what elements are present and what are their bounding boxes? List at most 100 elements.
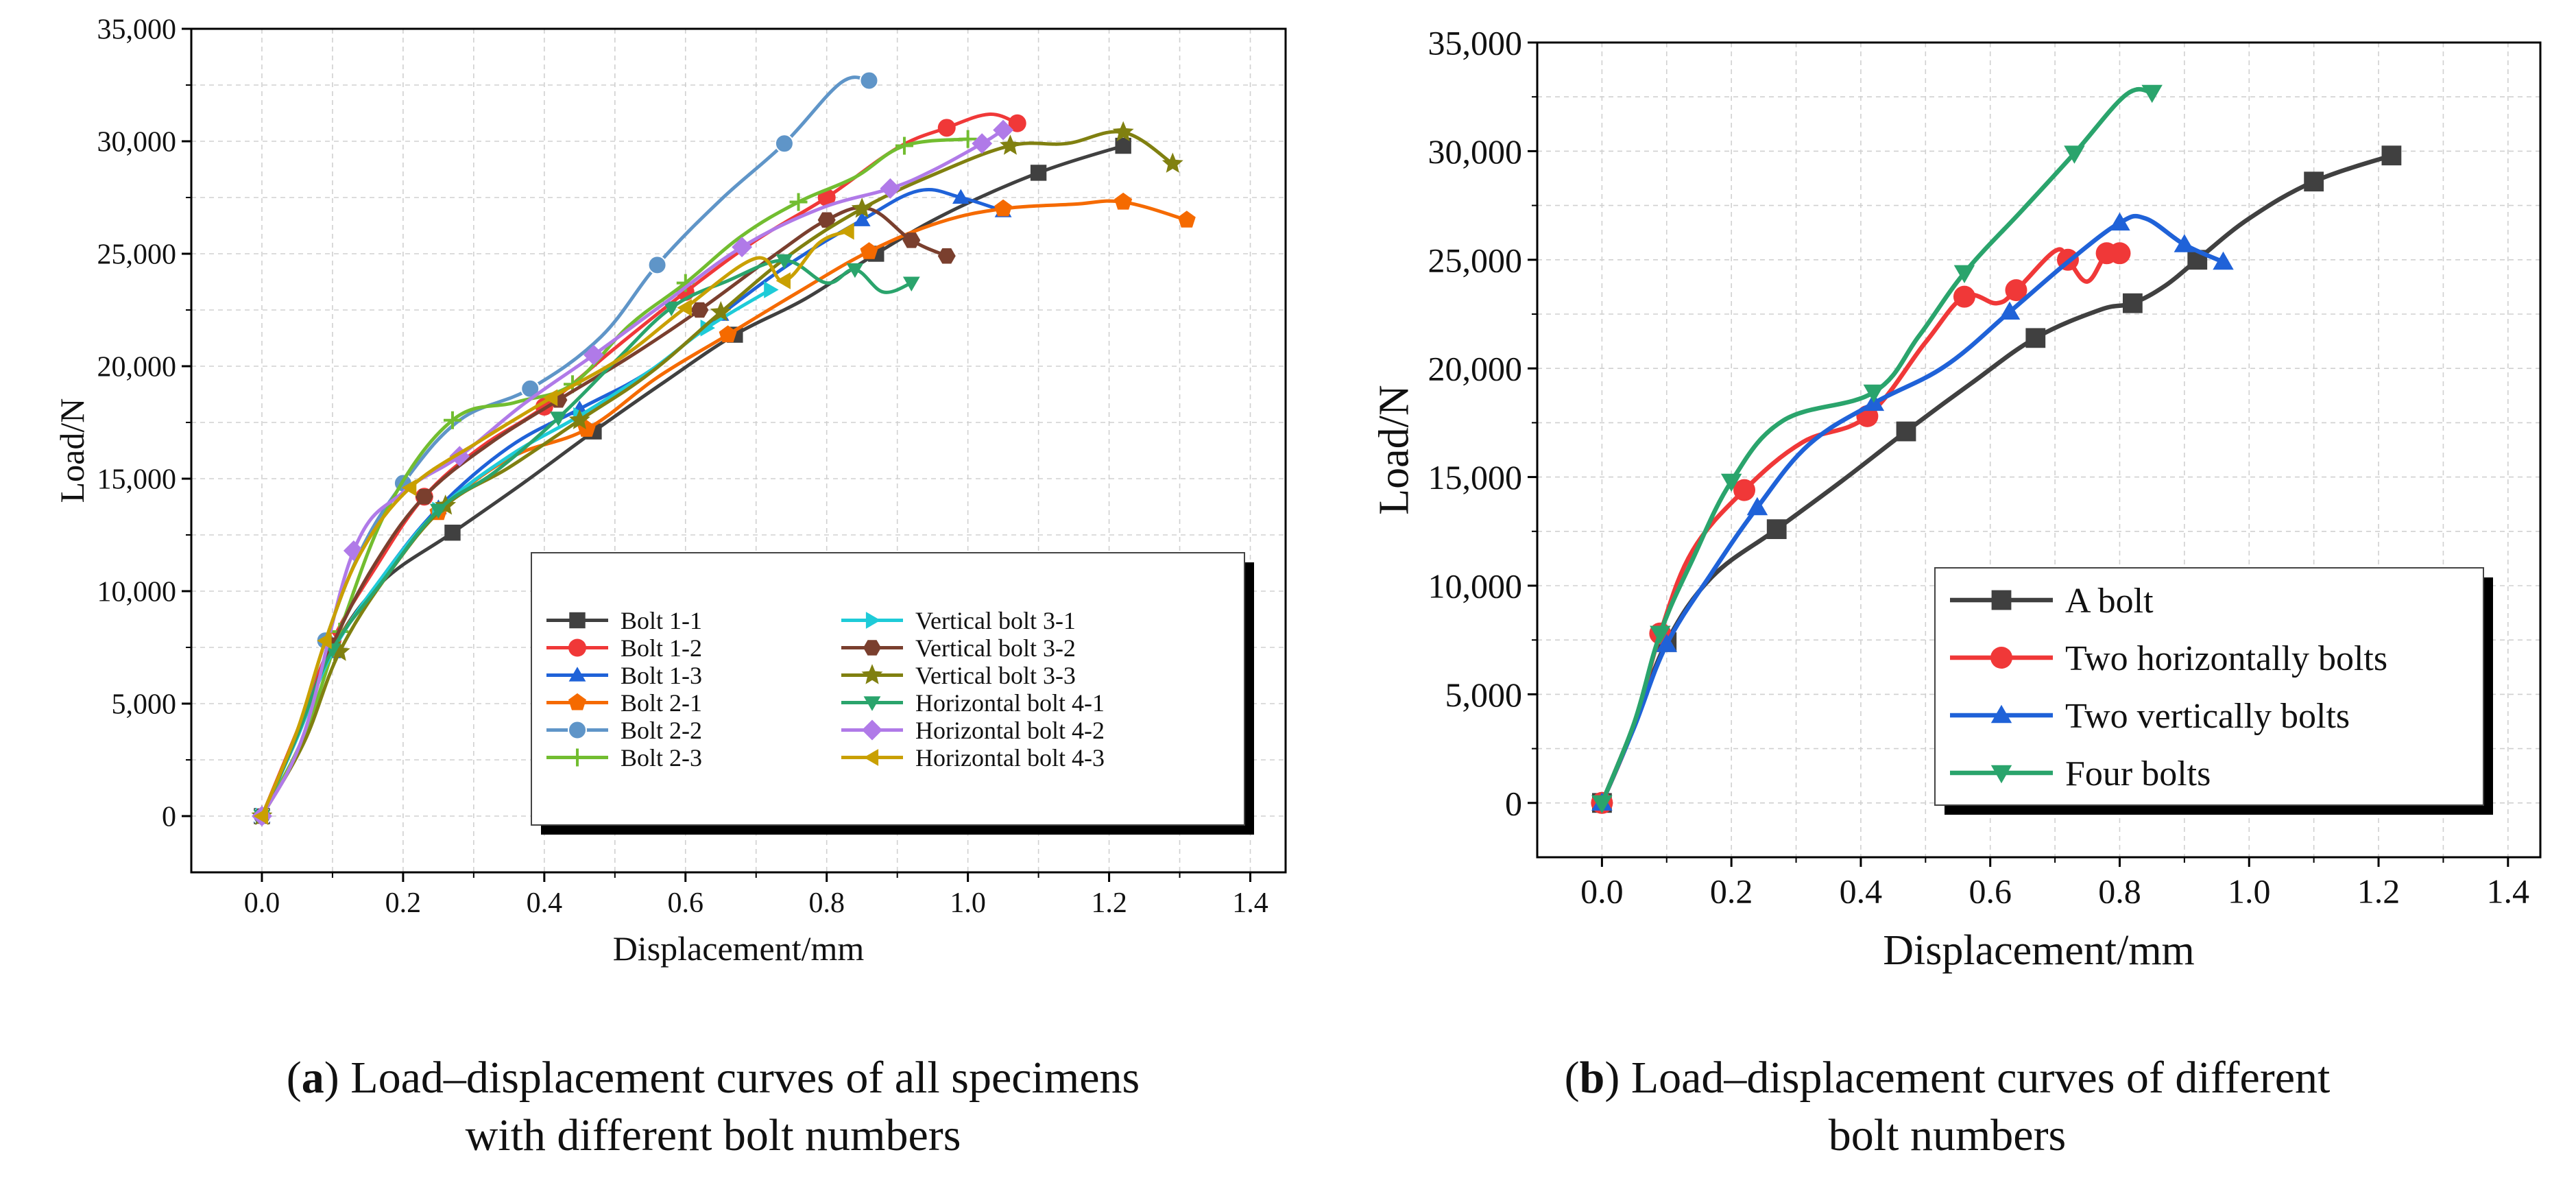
caption-a: (a) Load–displacement curves of all spec… [286,1053,1140,1160]
y-tick-label-10000: 10,000 [97,577,177,608]
data-point-a-1-14 [1008,114,1026,132]
plot-frame-b [1536,41,2542,859]
data-point-a-6-8 [700,319,715,337]
legend-marker-a-6 [865,612,881,629]
data-point-a-9-4 [430,503,447,519]
data-point-a-11-12 [839,222,854,240]
legend-marker-a-10 [862,719,882,741]
y-tick-label-25000: 25,000 [1428,241,1523,279]
y-tick-label-25000: 25,000 [97,239,177,271]
caption-b: (b) Load–displacement curves of differen… [1564,1053,2331,1160]
data-point-a-9-10 [775,254,793,270]
legend-marker-a-2 [568,667,586,682]
y-tick-label-35000: 35,000 [97,14,177,46]
y-tick-label-10000: 10,000 [1428,567,1523,606]
chart-a: 0.0 0.2 0.4 0.6 0.8 1.0 1.2 1.4 0 5,000 10,000 15,0… [53,14,1287,968]
legend-marker-b-2 [1990,704,2012,724]
data-point-a-4-12 [859,71,879,91]
data-point-a-9-14 [902,276,920,291]
legend-marker-a-1 [568,638,586,657]
data-point-a-8-10 [851,198,873,218]
x-tick-label-0-6: 0.6 [1969,872,2012,911]
data-point-b-2-10 [2109,212,2130,231]
data-point-a-11-4 [401,479,417,497]
data-point-a-4-8 [647,255,667,275]
data-point-a-11-0 [253,807,269,825]
x-tick-label-0-6: 0.6 [668,887,704,919]
data-point-a-0-12 [1030,165,1047,181]
x-tick-label-0: 0.0 [244,887,280,919]
legend-marker-b-0 [1991,590,2012,610]
caption-b-line1: Load–displacement curves of different [1630,1053,2331,1103]
legend-label-a-6: Vertical bolt 3-1 [915,607,1076,634]
data-point-a-8-2 [328,641,350,661]
data-point-b-0-15 [2381,145,2402,166]
x-tick-label-1-4: 1.4 [2487,872,2530,911]
data-point-a-11-6 [542,389,558,407]
y-tick-label-5000: 5,000 [112,689,177,721]
legend-marker-a-8 [861,664,883,684]
y-tick-label-15000: 15,000 [97,464,177,496]
data-point-a-3-15 [1177,211,1196,228]
y-tick-label-35000: 35,000 [1428,24,1523,62]
x-tick-label-0-8: 0.8 [2098,872,2141,911]
data-point-a-9-6 [550,411,567,427]
data-point-a-7-8 [690,302,709,318]
data-point-b-1-4 [1733,479,1756,501]
legend-label-b-1: Two horizontally bolts [2065,639,2387,678]
x-axis-label-b: Displacement/mm [1883,927,2195,974]
caption-b-line2: bolt numbers [1828,1110,2067,1160]
data-point-b-1-15 [2108,242,2131,265]
data-point-b-2-2 [1656,634,1677,652]
data-point-b-0-10 [2122,293,2143,313]
data-point-a-8-6 [568,409,590,429]
data-point-a-3-14 [1114,192,1133,210]
x-tick-label-0-4: 0.4 [1840,872,1883,911]
legend-label-a-10: Horizontal bolt 4-2 [915,717,1105,744]
legend-marker-a-0 [569,612,586,629]
legend-box-a [531,552,1245,826]
x-tick-label-0-2: 0.2 [1710,872,1753,911]
data-point-a-9-8 [662,301,680,317]
x-tick-label-1: 1.0 [2228,872,2271,911]
chart-b: 0.0 0.2 0.4 0.6 0.8 1.0 1.2 1.4 0 5,000 10,000 15,0… [1371,24,2542,974]
data-point-b-0-4 [1766,519,1787,540]
data-point-a-8-12 [1000,134,1021,155]
data-point-a-8-14 [1112,121,1134,141]
data-point-b-2-13 [2213,251,2234,270]
data-point-b-3-0 [1591,795,1613,813]
data-point-b-3-4 [1720,473,1742,492]
data-point-a-5-10 [789,193,808,211]
series-a-11 [253,222,854,825]
legend-label-a-7: Vertical bolt 3-2 [915,634,1076,662]
legend-label-a-0: Bolt 1-1 [621,607,702,634]
x-tick-label-1-4: 1.4 [1232,887,1268,919]
data-point-a-10-12 [972,133,993,154]
series-b-2 [1591,212,2234,811]
x-tick-label-1: 1.0 [950,887,986,919]
data-point-b-3-2 [1650,625,1671,644]
caption-a-letter: a [301,1053,324,1103]
data-point-a-10-8 [732,237,753,258]
data-point-b-2-4 [1746,497,1768,516]
data-point-a-7-10 [817,212,836,228]
y-tick-label-0: 0 [162,802,176,833]
series-line-a-8 [260,130,1175,818]
data-point-a-2-10 [853,211,871,226]
data-point-a-3-8 [719,325,737,343]
data-point-a-10-13 [993,119,1014,141]
legend-marker-a-7 [863,640,881,656]
data-point-a-11-2 [317,632,332,649]
data-point-a-11-10 [775,272,791,289]
y-tick-label-0: 0 [1505,784,1522,822]
data-point-a-10-10 [880,178,901,199]
legend-marker-a-9 [863,696,881,711]
x-tick-label-1-2: 1.2 [1091,887,1127,919]
x-tick-label-0-2: 0.2 [385,887,422,919]
series-b-3 [1591,84,2163,813]
data-point-a-3-10 [860,242,878,259]
data-point-a-8-15 [1161,152,1183,173]
legend-b: A bolt Two horizontally bolts Two vertical… [1934,567,2493,815]
